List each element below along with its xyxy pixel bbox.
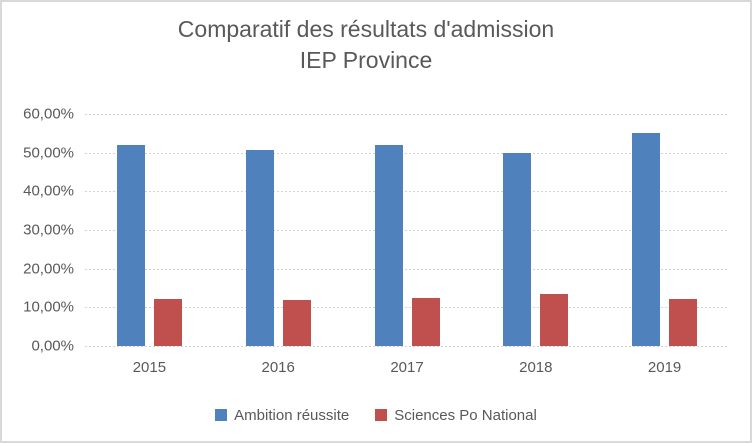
- chart-title-line2: IEP Province: [299, 47, 433, 73]
- bar-2016-series1: [282, 300, 311, 346]
- x-axis-tick-label: 2019: [647, 359, 682, 376]
- y-axis-tick-label: 50,00%: [23, 144, 74, 162]
- y-axis-labels: 60,00% 50,00% 40,00% 30,00% 20,00% 10,00…: [2, 106, 74, 355]
- plot-area: [85, 114, 729, 347]
- gridline: [85, 114, 729, 115]
- bar-2018-series0: [503, 152, 532, 346]
- y-axis-tick-label: 20,00%: [23, 260, 74, 278]
- legend-swatch-red-icon: [375, 409, 388, 421]
- bar-2017-series0: [374, 144, 403, 346]
- y-axis-tick-label: 30,00%: [23, 221, 74, 239]
- y-axis-tick-label: 40,00%: [23, 182, 74, 200]
- chart-title-line1: Comparatif des résultats d'admission: [177, 16, 555, 42]
- x-axis-labels: 2015 2016 2017 2018 2019: [85, 359, 729, 379]
- bar-2017-series1: [411, 298, 440, 346]
- gridline: [85, 268, 729, 270]
- gridline: [85, 346, 729, 347]
- bar-2015-series1: [153, 298, 182, 346]
- gridline: [85, 152, 729, 154]
- x-axis-tick-label: 2018: [519, 359, 553, 376]
- legend-item-ambition-reussite: Ambition réussite: [215, 407, 349, 424]
- gridline: [85, 307, 729, 309]
- legend-label: Ambition réussite: [234, 406, 350, 424]
- x-axis-tick-label: 2015: [132, 359, 167, 376]
- bar-2019-series1: [669, 299, 698, 346]
- x-axis-tick-label: 2016: [261, 359, 295, 376]
- bar-2015-series0: [116, 144, 145, 346]
- legend-swatch-blue-icon: [215, 409, 228, 421]
- bar-2019-series0: [632, 133, 661, 346]
- x-axis-tick-label: 2017: [390, 359, 424, 376]
- legend-label: Sciences Po National: [394, 406, 537, 424]
- y-axis-tick-label: 60,00%: [23, 105, 74, 123]
- y-axis-tick-label: 10,00%: [23, 298, 74, 316]
- legend-item-sciences-po-national: Sciences Po National: [375, 407, 537, 424]
- chart-title: Comparatif des résultats d'admission IEP…: [2, 14, 730, 76]
- gridline: [85, 191, 729, 193]
- bar-2016-series0: [245, 150, 274, 346]
- bar-2018-series1: [540, 293, 569, 346]
- gridline: [85, 230, 729, 231]
- y-axis-tick-label: 0,00%: [31, 337, 74, 355]
- legend: Ambition réussite Sciences Po National: [2, 404, 750, 426]
